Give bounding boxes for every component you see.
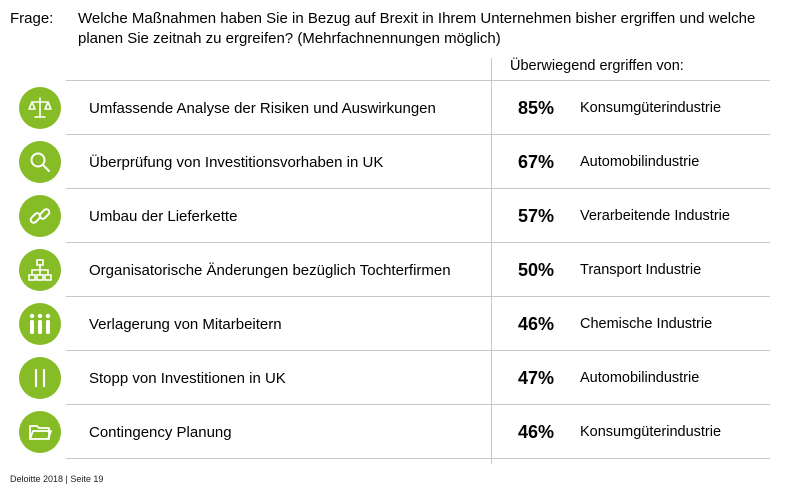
pause-icon <box>19 357 61 399</box>
percent-value: 46% <box>518 421 555 442</box>
measure-label: Organisatorische Änderungen bezüglich To… <box>89 261 451 279</box>
people-icon <box>19 303 61 345</box>
footer: Deloitte 2018 | Seite 19 <box>10 474 104 484</box>
table-row: Verlagerung von Mitarbeitern 46% Chemische… <box>0 297 800 351</box>
question-text: Welche Maßnahmen haben Sie in Bezug auf … <box>78 10 756 47</box>
measure-label: Stopp von Investitionen in UK <box>89 369 286 387</box>
scales-icon <box>19 87 61 129</box>
row-divider <box>66 242 770 243</box>
question: Frage: Welche Maßnahmen haben Sie in Bez… <box>10 9 770 49</box>
percent-value: 67% <box>518 151 555 172</box>
percent-value: 47% <box>518 367 555 388</box>
industry-label: Transport Industrie <box>580 262 702 278</box>
magnifier-icon <box>19 141 61 183</box>
row-divider <box>66 296 770 297</box>
percent-value: 46% <box>518 313 555 334</box>
row-divider <box>66 134 770 135</box>
column-header: Überwiegend ergriffen von: <box>510 58 684 74</box>
table-row: Organisatorische Änderungen bezüglich To… <box>0 243 800 297</box>
industry-label: Konsumgüterindustrie <box>580 424 722 440</box>
measure-label: Überprüfung von Investitionsvorhaben in … <box>89 153 384 171</box>
table-row: Umbau der Lieferkette 57% Verarbeitende In… <box>0 189 800 243</box>
table-row: Contingency Planung 46% Konsumgüterindustr… <box>0 405 800 459</box>
percent-value: 85% <box>518 97 555 118</box>
table-row: Stopp von Investitionen in UK 47% Automobi… <box>0 351 800 405</box>
row-divider <box>66 404 770 405</box>
industry-label: Automobilindustrie <box>580 370 700 386</box>
table-top-divider <box>66 80 770 81</box>
percent-value: 57% <box>518 205 555 226</box>
industry-label: Chemische Industrie <box>580 316 713 332</box>
industry-label: Automobilindustrie <box>580 154 700 170</box>
row-divider <box>66 350 770 351</box>
chain-link-icon <box>19 195 61 237</box>
measure-label: Umbau der Lieferkette <box>89 207 238 225</box>
column-divider <box>491 58 492 464</box>
measure-label: Contingency Planung <box>89 423 232 441</box>
table-row: Umfassende Analyse der Risiken und Auswi… <box>0 81 800 135</box>
row-divider <box>66 458 770 459</box>
row-divider <box>66 188 770 189</box>
industry-label: Verarbeitende Industrie <box>580 208 730 224</box>
org-chart-icon <box>19 249 61 291</box>
percent-value: 50% <box>518 259 555 280</box>
folder-icon <box>19 411 61 453</box>
table-row: Überprüfung von Investitionsvorhaben in … <box>0 135 800 189</box>
industry-label: Konsumgüterindustrie <box>580 100 722 116</box>
measure-label: Verlagerung von Mitarbeitern <box>89 315 282 333</box>
measure-label: Umfassende Analyse der Risiken und Auswi… <box>89 99 436 117</box>
question-label: Frage: <box>10 10 54 27</box>
